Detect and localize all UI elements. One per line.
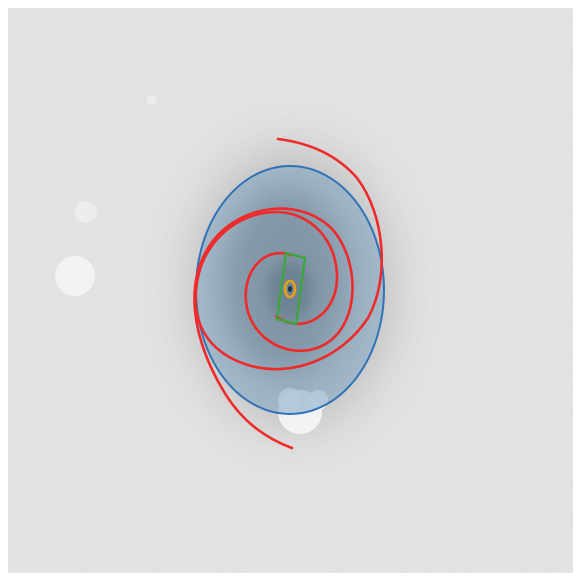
bulge-component	[283, 279, 297, 299]
spiral-arm-2	[194, 137, 383, 371]
bar-component	[275, 251, 307, 326]
bulge-center	[288, 286, 292, 292]
spiral-arms	[193, 137, 383, 450]
spiral-arm-1	[193, 207, 354, 450]
